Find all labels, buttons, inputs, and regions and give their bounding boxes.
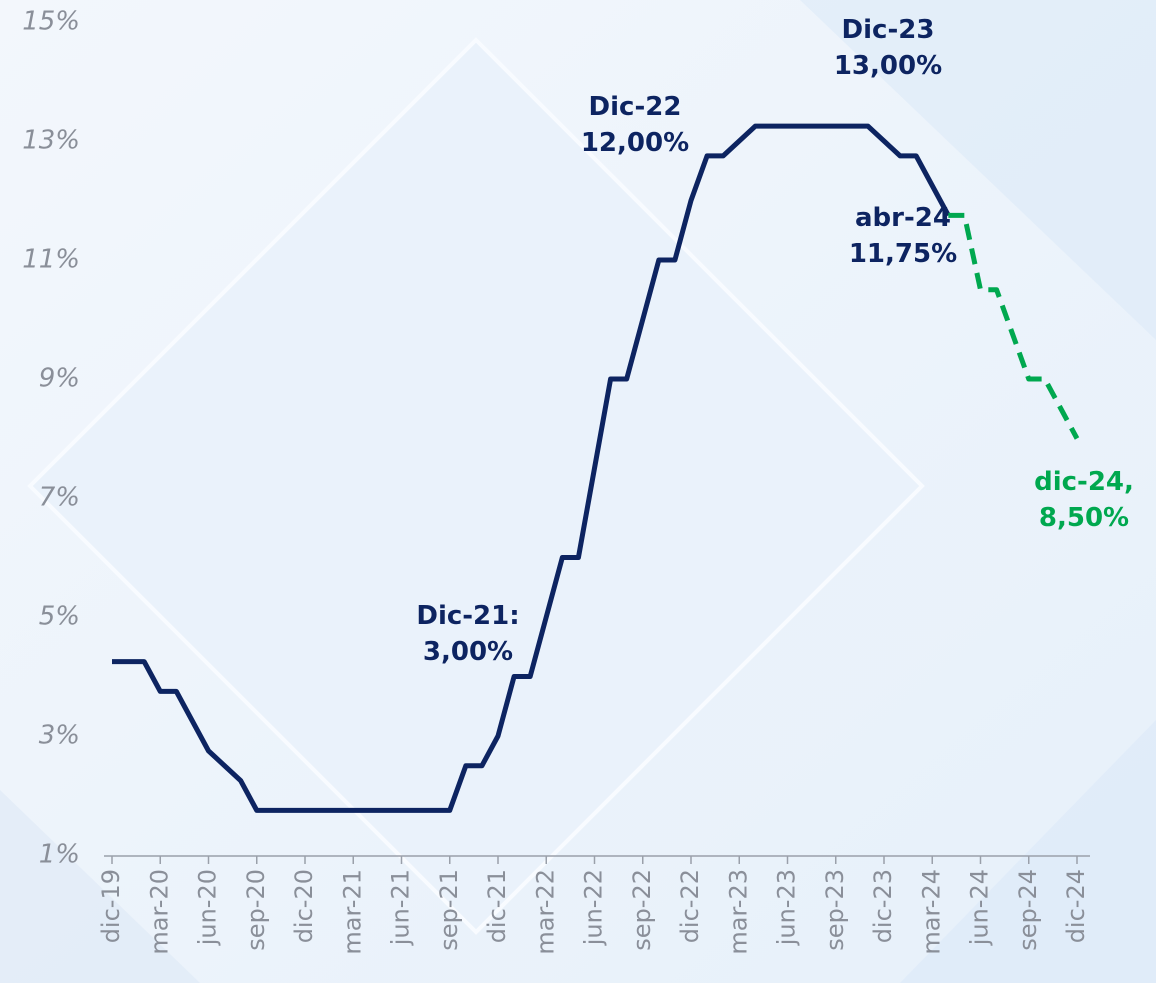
y-tick-label: 5% [39, 602, 80, 632]
annotation-line: 8,50% [1039, 503, 1129, 533]
annotation-line: Dic-21: [416, 601, 519, 631]
x-tick-label: dic-19 [97, 869, 125, 943]
decor-corner [800, 0, 1156, 340]
annotation: dic-24, 8,50% [1034, 467, 1134, 533]
x-tick-label: mar-22 [531, 869, 559, 955]
x-tick-label: sep-24 [1014, 869, 1042, 951]
annotation-line: dic-24, [1034, 467, 1134, 497]
x-tick-label: jun-21 [387, 869, 415, 946]
x-tick-label: dic-21 [483, 869, 511, 943]
series-line [948, 212, 1080, 440]
annotation-line: Dic-22 [589, 92, 682, 122]
annotation: Dic-22 12,00% [581, 92, 689, 158]
decor-corner [900, 720, 1156, 983]
x-tick-label: mar-20 [145, 869, 173, 955]
annotation-line: 13,00% [834, 51, 942, 81]
annotation-line: 3,00% [423, 637, 513, 667]
x-tick-label: sep-21 [435, 869, 463, 951]
y-tick-label: 9% [39, 364, 80, 394]
x-tick-label: jun-20 [194, 869, 222, 946]
y-tick-label: 1% [39, 840, 80, 870]
annotation: Dic-23 13,00% [834, 15, 942, 81]
y-tick-label: 15% [22, 7, 80, 37]
x-tick-label: jun-24 [966, 869, 994, 946]
x-tick-label: dic-23 [869, 869, 897, 943]
annotation-line: 11,75% [849, 239, 957, 269]
annotation-line: abr-24 [855, 203, 951, 233]
x-tick-label: dic-24 [1062, 869, 1090, 943]
annotation-line: Dic-23 [842, 15, 935, 45]
series-line [112, 123, 951, 813]
annotation-line: 12,00% [581, 128, 689, 158]
y-tick-label: 11% [22, 245, 80, 275]
y-tick-label: 7% [39, 483, 80, 513]
y-tick-label: 13% [22, 126, 80, 156]
x-tick-label: mar-24 [917, 869, 945, 955]
annotation: abr-24 11,75% [849, 203, 957, 269]
y-tick-label: 3% [39, 721, 80, 751]
x-tick-label: mar-21 [338, 869, 366, 955]
x-tick-label: sep-22 [628, 869, 656, 951]
decor-corner [0, 790, 200, 983]
decor-diamond [27, 37, 925, 935]
annotation: Dic-21: 3,00% [416, 601, 519, 667]
x-tick-label: jun-22 [580, 869, 608, 946]
x-tick-label: mar-23 [724, 869, 752, 955]
x-tick-label: dic-20 [290, 869, 318, 943]
x-tick-label: sep-23 [821, 869, 849, 951]
x-tick-label: sep-20 [242, 869, 270, 951]
x-tick-label: jun-23 [773, 869, 801, 946]
x-tick-label: dic-22 [676, 869, 704, 943]
